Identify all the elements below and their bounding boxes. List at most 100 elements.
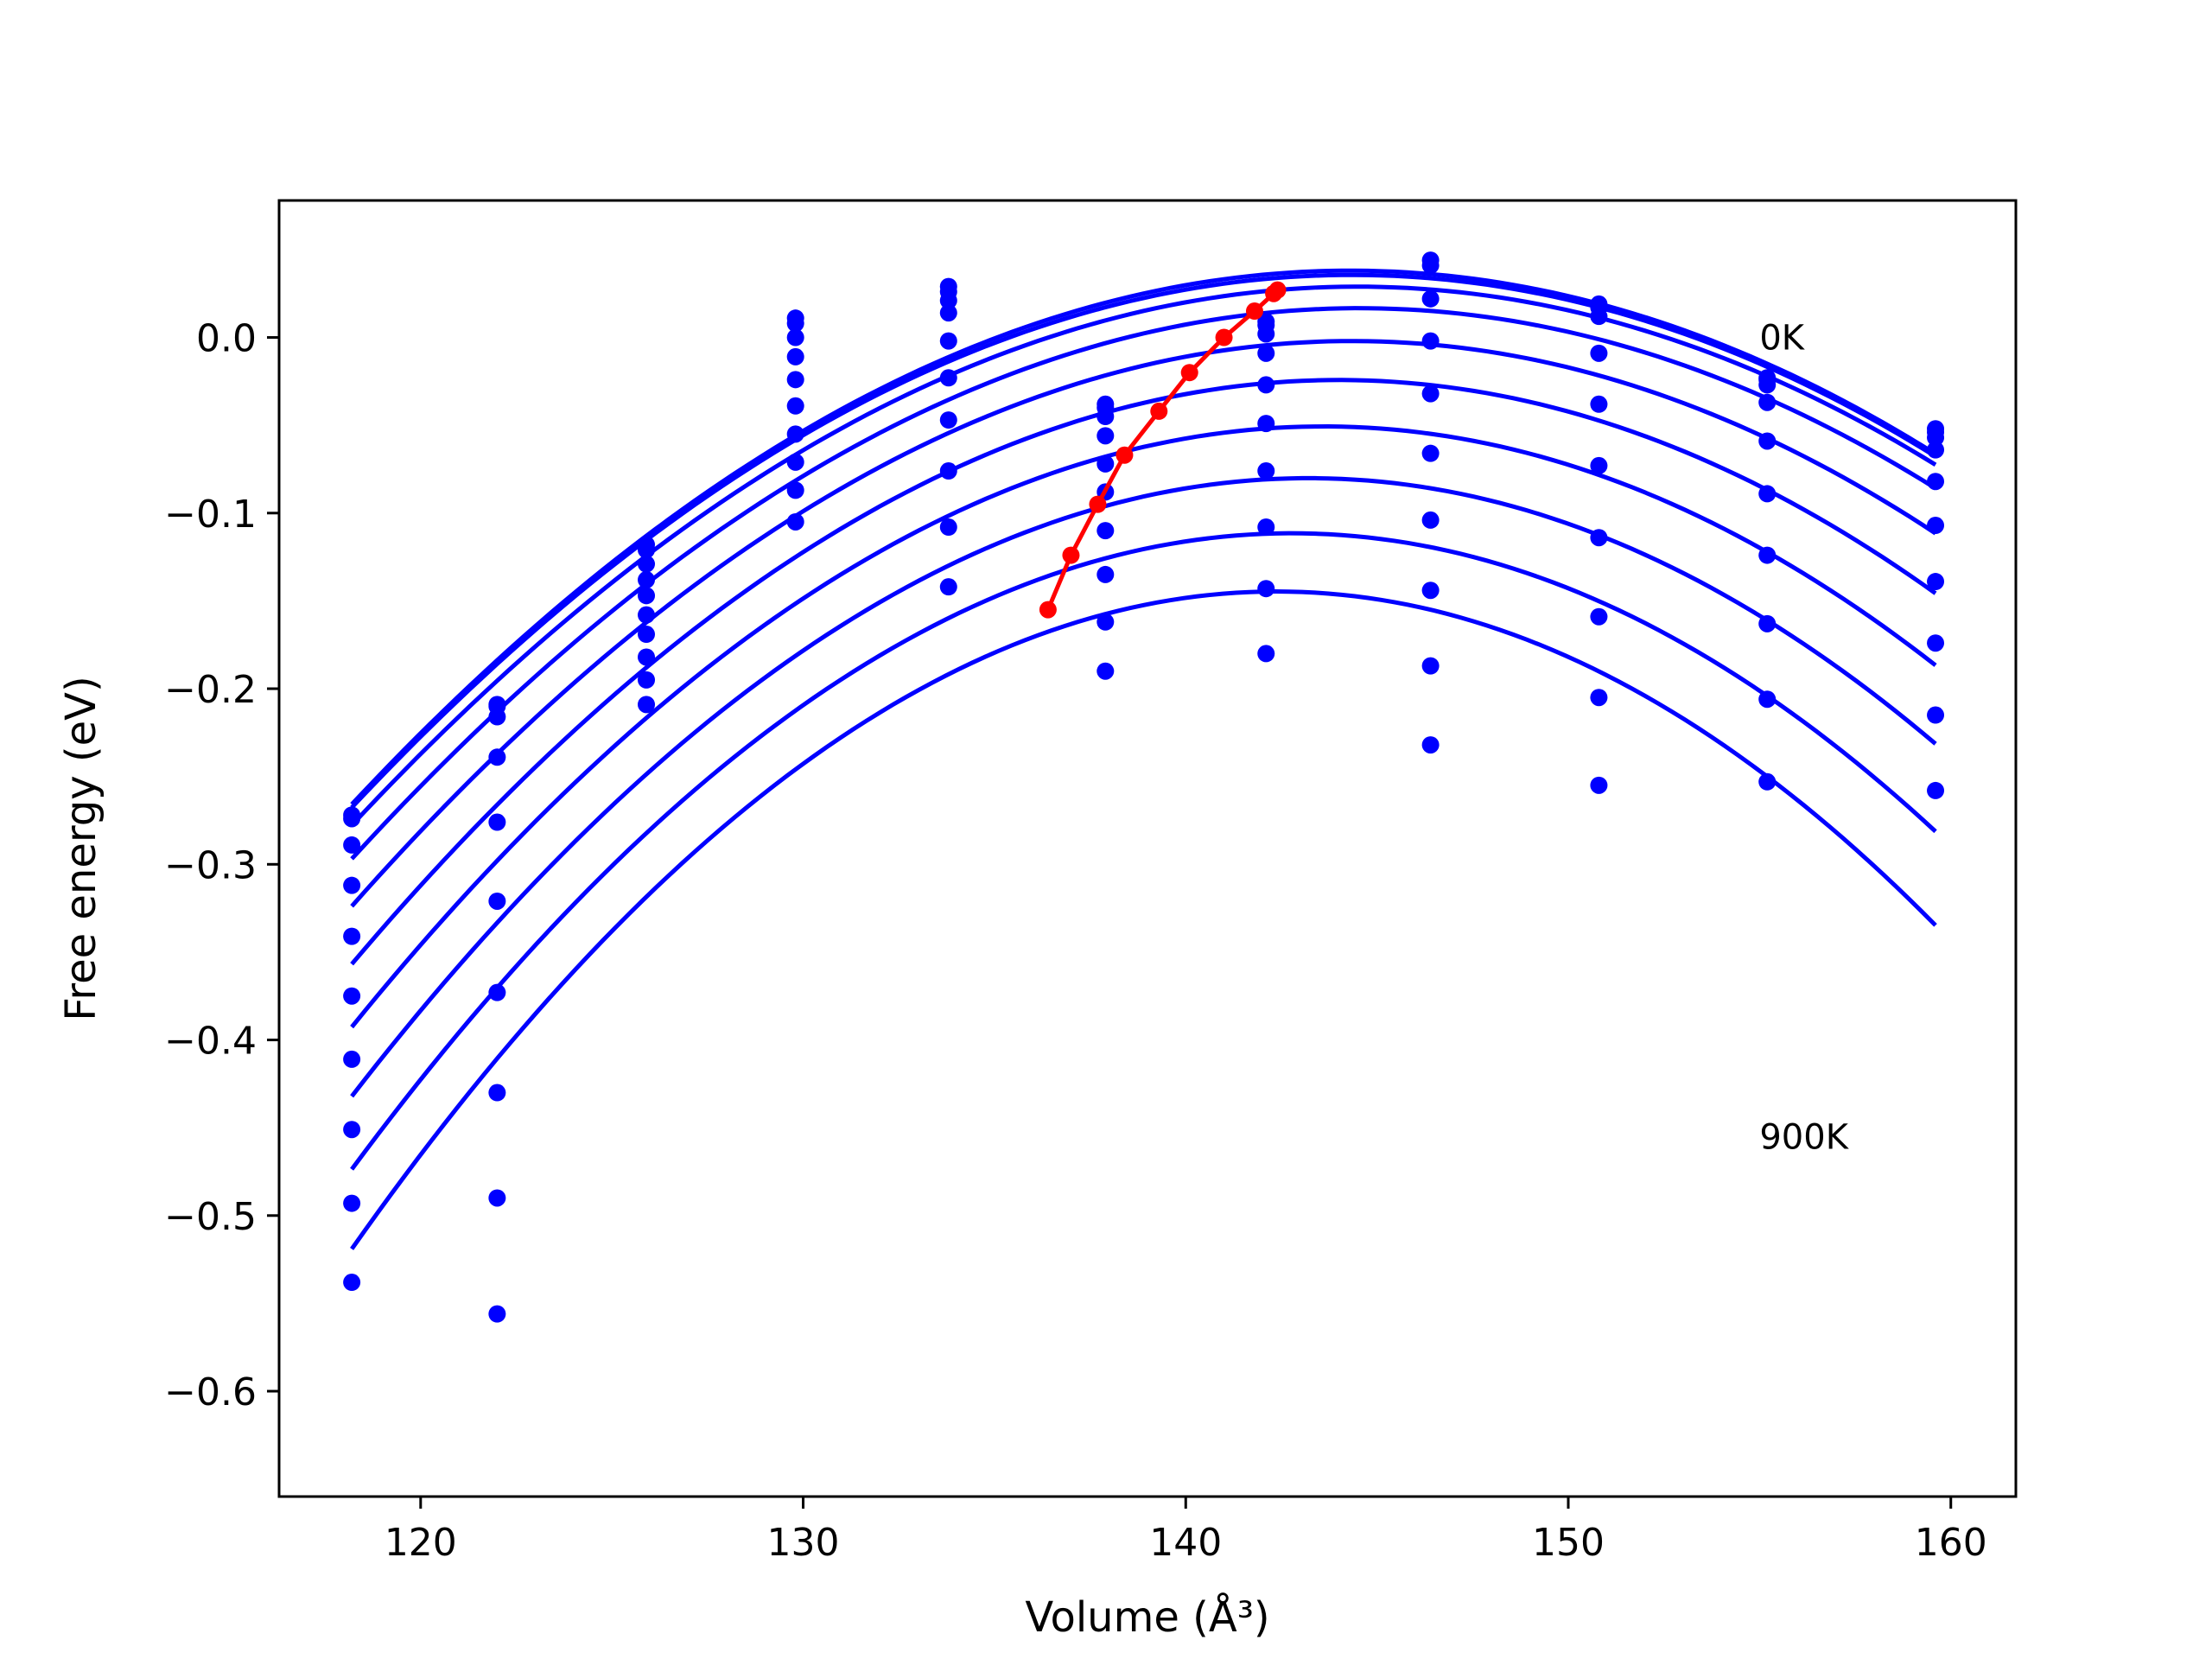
data-point-700K — [786, 453, 804, 471]
annotation-label: 900K — [1759, 1117, 1849, 1157]
fit-curve-500K — [350, 378, 1937, 966]
data-point-400K — [488, 813, 506, 831]
data-point-500K — [786, 397, 804, 415]
data-point-900K — [1096, 662, 1115, 680]
data-point-200K — [1590, 308, 1608, 326]
x-tick-label: 130 — [767, 1521, 840, 1565]
data-point-500K — [1758, 485, 1777, 503]
fit-curve-400K — [350, 339, 1937, 908]
data-point-700K — [488, 1084, 506, 1102]
data-point-700K — [1927, 634, 1945, 652]
minima-point — [1116, 446, 1134, 464]
y-tick-label: −0.4 — [164, 1020, 257, 1064]
data-point-600K — [1758, 546, 1777, 564]
fit-curve-700K — [350, 475, 1937, 1098]
data-point-500K — [1927, 517, 1945, 535]
minima-point — [1089, 495, 1107, 513]
data-point-700K — [1096, 565, 1115, 583]
data-point-800K — [1096, 613, 1115, 631]
fit-curve-0K — [350, 268, 1937, 806]
data-point-700K — [939, 462, 957, 480]
x-tick-label: 120 — [385, 1521, 457, 1565]
data-point-600K — [1590, 529, 1608, 547]
x-axis-label: Volume (Å³) — [1025, 1592, 1269, 1642]
data-point-600K — [939, 411, 957, 429]
y-tick-label: 0.0 — [196, 317, 257, 361]
data-point-900K — [786, 512, 804, 531]
data-point-600K — [638, 626, 656, 644]
data-point-400K — [343, 927, 361, 945]
x-tick-label: 160 — [1915, 1521, 1987, 1565]
data-point-600K — [786, 425, 804, 443]
data-point-200K — [786, 328, 804, 346]
data-point-200K — [1927, 429, 1945, 447]
data-point-400K — [786, 371, 804, 389]
data-point-200K — [1421, 289, 1440, 308]
temperature-annotations: 0K 900K — [1759, 319, 1849, 1158]
data-point-800K — [488, 1189, 506, 1207]
data-point-300K — [939, 304, 957, 322]
data-point-800K — [1421, 657, 1440, 675]
data-point-400K — [1096, 454, 1115, 473]
data-point-800K — [939, 518, 957, 537]
data-point-400K — [1758, 432, 1777, 450]
data-point-800K — [1927, 706, 1945, 724]
data-point-100K — [786, 315, 804, 333]
data-point-700K — [638, 648, 656, 666]
x-tick-label: 140 — [1149, 1521, 1222, 1565]
fit-curve-100K — [350, 272, 1937, 810]
minima-point — [1180, 364, 1198, 382]
y-tick-label: −0.3 — [164, 843, 257, 887]
y-tick-label: −0.5 — [164, 1195, 257, 1239]
data-point-400K — [1421, 385, 1440, 403]
data-point-800K — [638, 671, 656, 689]
data-point-300K — [343, 876, 361, 894]
data-point-400K — [1590, 395, 1608, 413]
data-point-200K — [1257, 325, 1275, 343]
data-point-700K — [343, 1121, 361, 1139]
data-point-900K — [1758, 772, 1777, 791]
data-point-100K — [343, 810, 361, 828]
data-point-200K — [939, 291, 957, 309]
data-point-300K — [488, 748, 506, 766]
data-point-900K — [1590, 776, 1608, 794]
data-point-500K — [939, 369, 957, 387]
data-point-700K — [1421, 582, 1440, 600]
data-point-800K — [1758, 690, 1777, 709]
data-point-200K — [1096, 408, 1115, 425]
data-point-900K — [343, 1274, 361, 1292]
data-point-800K — [1257, 580, 1275, 598]
data-point-500K — [638, 606, 656, 624]
minima-point — [1039, 601, 1057, 619]
data-point-400K — [1927, 473, 1945, 491]
data-point-500K — [343, 987, 361, 1005]
y-axis-label: Free energy (eV) — [57, 676, 105, 1020]
data-point-800K — [343, 1194, 361, 1212]
fit-curve-200K — [350, 284, 1937, 827]
data-point-200K — [638, 555, 656, 573]
data-point-900K — [939, 578, 957, 596]
data-point-300K — [786, 347, 804, 365]
minima-point — [1265, 284, 1283, 302]
x-axis: 120 130 140 150 160 — [385, 1497, 1987, 1565]
minima-point — [1150, 402, 1168, 420]
data-point-300K — [1257, 344, 1275, 362]
data-point-400K — [638, 587, 656, 605]
fit-curve-300K — [350, 306, 1937, 861]
data-point-500K — [1421, 444, 1440, 462]
data-point-700K — [1257, 518, 1275, 537]
y-tick-label: −0.1 — [164, 493, 257, 537]
data-point-600K — [343, 1050, 361, 1068]
minima-point — [1245, 302, 1263, 321]
fit-curve-800K — [350, 531, 1937, 1171]
minima-line — [1046, 288, 1280, 611]
y-axis: 0.0 −0.1 −0.2 −0.3 −0.4 −0.5 −0.6 — [164, 317, 279, 1414]
data-point-300K — [1096, 427, 1115, 445]
data-point-100K — [1421, 257, 1440, 275]
data-point-900K — [1927, 781, 1945, 799]
data-point-200K — [343, 836, 361, 854]
minima-point — [1215, 328, 1233, 346]
data-point-400K — [1257, 376, 1275, 394]
data-point-500K — [1257, 415, 1275, 433]
annotation-label: 0K — [1759, 319, 1805, 359]
